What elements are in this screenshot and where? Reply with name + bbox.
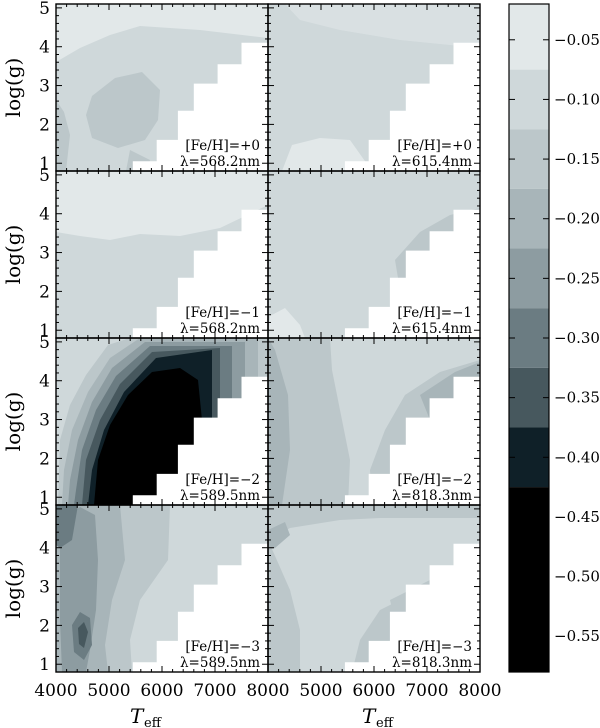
panel-wavelength-label: λ=818.3nm [392, 488, 472, 504]
y-tick-label: 5 [39, 333, 50, 353]
panel-metallicity-label: [Fe/H]=+0 [185, 138, 260, 154]
x-tick-label: 6000 [352, 681, 395, 701]
colorbar-band [509, 129, 549, 189]
x-tick-label: 7000 [193, 681, 236, 701]
svg-text:T: T [130, 704, 145, 728]
y-tick-label: 3 [39, 411, 50, 431]
colorbar-band [509, 308, 549, 368]
y-tick-label: 2 [39, 616, 50, 636]
colorbar-label: −0.50 [554, 568, 600, 586]
colorbar-band [509, 427, 549, 488]
panel-wavelength-label: λ=589.5nm [180, 655, 260, 671]
colorbar-band [509, 69, 549, 130]
excluded-region [132, 42, 268, 171]
panel-wavelength-label: λ=615.4nm [392, 154, 472, 170]
panel-wavelength-label: λ=615.4nm [392, 321, 472, 337]
y-tick-label: 5 [39, 166, 50, 186]
x-tick-label: 5000 [87, 681, 130, 701]
excluded-region [344, 42, 480, 171]
x-axis-title-left: T eff [130, 704, 163, 728]
y-tick-label: 1 [39, 488, 50, 508]
y-tick-label: 3 [39, 578, 50, 598]
panel-metallicity-label: [Fe/H]=−3 [397, 639, 472, 655]
tick-marks [55, 4, 481, 672]
excluded-region [132, 543, 268, 672]
colorbar-band [509, 188, 549, 249]
colorbar-label: −0.20 [554, 210, 600, 228]
y-tick-label: 2 [39, 115, 50, 135]
colorbar-label: −0.15 [554, 150, 600, 168]
x-axis-title-right: T eff [362, 704, 395, 728]
y-axis-title: log(g) [1, 392, 25, 452]
panel-metallicity-label: [Fe/H]=−1 [185, 305, 260, 321]
panel-wavelength-label: λ=818.3nm [392, 655, 472, 671]
panel-annotations: [Fe/H]=+0λ=568.2nm[Fe/H]=+0λ=615.4nm[Fe/… [180, 138, 472, 671]
x-tick-label: 4000 [34, 681, 77, 701]
excluded-region [344, 376, 480, 505]
excluded-region [344, 543, 480, 672]
excluded-region [132, 376, 268, 505]
y-tick-label: 1 [39, 655, 50, 675]
svg-text:eff: eff [376, 716, 395, 728]
svg-text:eff: eff [144, 716, 163, 728]
colorbar-label: −0.55 [554, 627, 600, 645]
x-tick-label: 6000 [140, 681, 183, 701]
colorbar-label: −0.35 [554, 389, 600, 407]
colorbar-band [509, 487, 549, 672]
y-tick-label: 2 [39, 449, 50, 469]
colorbar-band [509, 4, 549, 70]
y-axis-title: log(g) [1, 559, 25, 619]
y-tick-label: 1 [39, 154, 50, 174]
y-axis-title: log(g) [1, 58, 25, 118]
panel-wavelength-label: λ=568.2nm [180, 321, 260, 337]
svg-text:T: T [362, 704, 377, 728]
panel-metallicity-label: [Fe/H]=−2 [185, 472, 260, 488]
colorbar-label: −0.25 [554, 269, 600, 287]
x-tick-label: 5000 [299, 681, 342, 701]
x-tick-label: 7000 [405, 681, 448, 701]
colorbar-band [509, 367, 549, 428]
panel-wavelength-label: λ=568.2nm [180, 154, 260, 170]
y-tick-label: 2 [39, 282, 50, 302]
panel-metallicity-label: [Fe/H]=+0 [397, 138, 472, 154]
colorbar-band [509, 248, 549, 309]
y-axis-titles: log(g) log(g) log(g) log(g) [1, 58, 25, 619]
colorbar-label: −0.30 [554, 329, 600, 347]
colorbar: −0.05 −0.10 −0.15 −0.20 −0.25 −0.30 −0.35 −0.40… [508, 3, 600, 673]
y-tick-label: 5 [39, 0, 50, 19]
y-axis-title: log(g) [1, 225, 25, 285]
excluded-regions [132, 42, 480, 672]
y-tick-label: 4 [39, 372, 50, 392]
y-tick-label: 4 [39, 38, 50, 58]
panel-wavelength-label: λ=589.5nm [180, 488, 260, 504]
colorbar-label: −0.45 [554, 508, 600, 526]
y-tick-label: 3 [39, 77, 50, 97]
y-tick-label: 3 [39, 244, 50, 264]
y-tick-label: 4 [39, 205, 50, 225]
y-tick-label: 1 [39, 321, 50, 341]
panel-metallicity-label: [Fe/H]=−2 [397, 472, 472, 488]
panel-metallicity-label: [Fe/H]=−1 [397, 305, 472, 321]
panel-metallicity-label: [Fe/H]=−3 [185, 639, 260, 655]
colorbar-label: −0.40 [554, 448, 600, 466]
x-tick-label: 8000 [458, 681, 501, 701]
colorbar-label: −0.10 [554, 90, 600, 108]
excluded-region [132, 209, 268, 338]
colorbar-label: −0.05 [554, 31, 600, 49]
y-tick-label: 5 [39, 500, 50, 520]
y-tick-label: 4 [39, 539, 50, 559]
excluded-region [344, 209, 480, 338]
x-tick-label: 8000 [246, 681, 289, 701]
